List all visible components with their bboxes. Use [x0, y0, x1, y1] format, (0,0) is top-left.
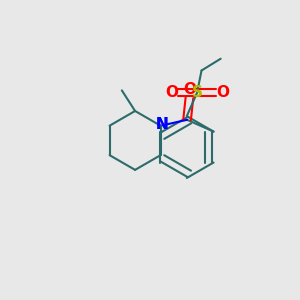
Text: O: O [216, 85, 229, 100]
Text: N: N [156, 117, 168, 132]
Text: O: O [165, 85, 178, 100]
Text: S: S [192, 85, 203, 100]
Text: N: N [156, 117, 168, 132]
Text: O: O [183, 82, 196, 97]
